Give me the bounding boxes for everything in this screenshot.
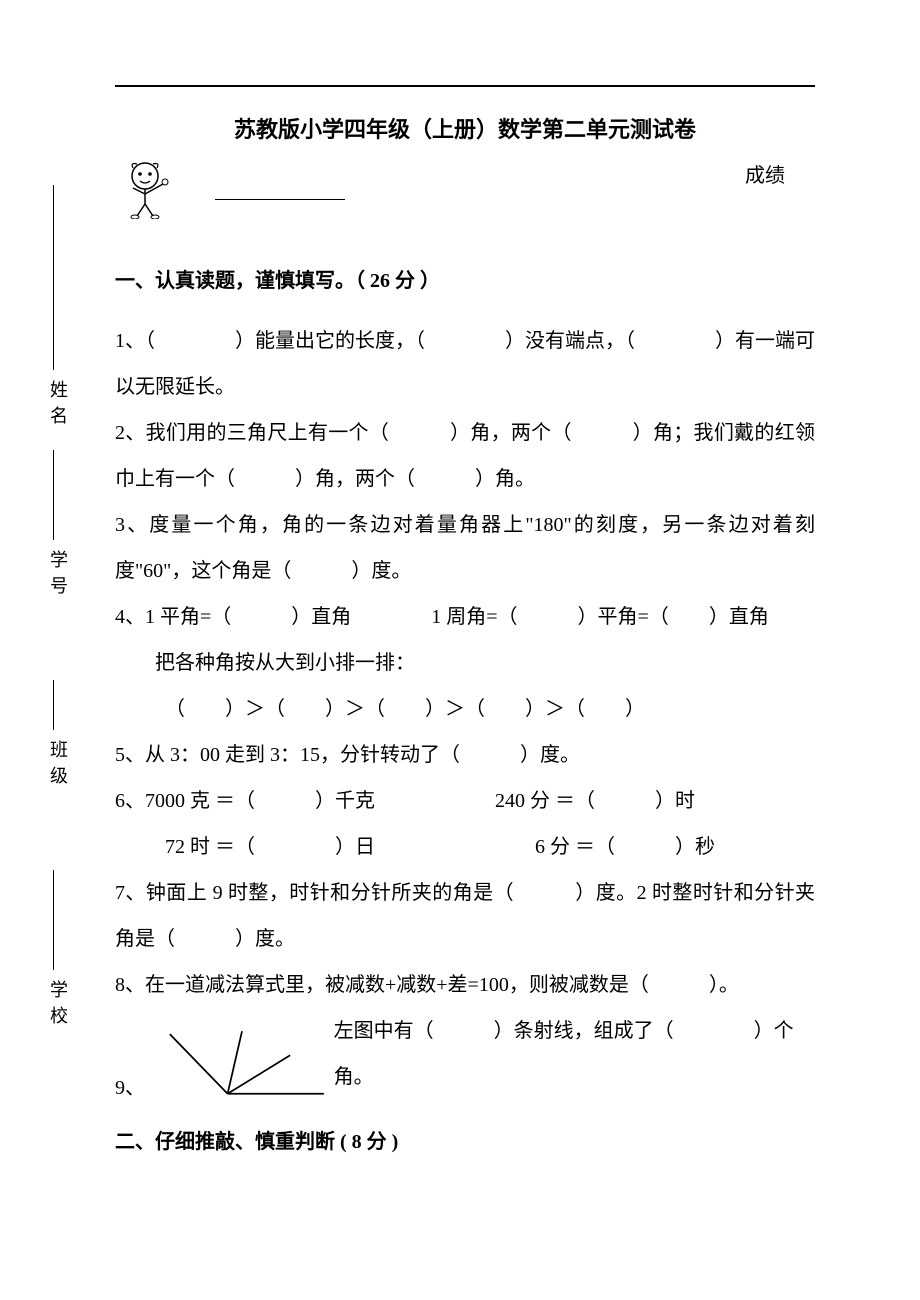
sidebar-line [53, 450, 54, 540]
page-title: 苏教版小学四年级（上册）数学第二单元测试卷 [115, 112, 815, 144]
q3: 3、度量一个角，角的一条边对着量角器上"180"的刻度，另一条边对着刻度"60"… [115, 502, 815, 594]
sidebar-labels: 姓名 学号 班级 学校 [45, 0, 85, 1100]
header-row: 成绩 [115, 154, 815, 234]
rays-icon [165, 1025, 329, 1100]
q5: 5、从 3：00 走到 3：15，分针转动了（ ）度。 [115, 732, 815, 778]
q4a: 4、1 平角=（ ）直角 1 周角=（ ）平角=（ ）直角 [115, 594, 815, 640]
q9-text: 左图中有（ ）条射线，组成了（ ）个角。 [334, 1008, 815, 1100]
sidebar-name-label: 姓名 [45, 380, 71, 432]
q7: 7、钟面上 9 时整，时针和分针所夹的角是（ ）度。2 时整时针和分针夹角是（ … [115, 870, 815, 962]
top-rule [115, 85, 815, 87]
q8: 8、在一道减法算式里，被减数+减数+差=100，则被减数是（ ）。 [115, 962, 815, 1008]
q9-row: 9、 左图中有（ ）条射线，组成了（ ）个角。 [115, 1008, 815, 1100]
section1-title: 一、认真读题，谨慎填写。（ 26 分 ） [115, 264, 815, 293]
sidebar-line [53, 870, 54, 970]
sidebar-class-label: 班级 [45, 740, 71, 792]
sidebar-school-label: 学校 [45, 980, 71, 1032]
content: 苏教版小学四年级（上册）数学第二单元测试卷 成绩 一、认真读题 [115, 85, 815, 1179]
section2-title: 二、仔细推敲、慎重判断 ( 8 分 ) [115, 1125, 815, 1154]
sidebar-id-label: 学号 [45, 550, 71, 602]
cartoon-icon [115, 154, 175, 219]
q6a: 6、7000 克 ＝（ ）千克 240 分 ＝（ ）时 [115, 778, 815, 824]
sidebar-line [53, 680, 54, 730]
q2: 2、我们用的三角尺上有一个（ ）角，两个（ ）角；我们戴的红领巾上有一个（ ）角… [115, 410, 815, 502]
score-label: 成绩 [745, 159, 785, 188]
sidebar-line [53, 185, 54, 370]
q1: 1、（ ）能量出它的长度，（ ）没有端点，（ ）有一端可以无限延长。 [115, 318, 815, 410]
q9-label: 9、 [115, 1071, 145, 1100]
score-underline [215, 199, 345, 200]
q4b: 把各种角按从大到小排一排： [115, 640, 815, 686]
q4c: （ ）＞（ ）＞（ ）＞（ ）＞（ ） [115, 686, 815, 732]
q6b: 72 时 ＝（ ）日 6 分 ＝（ ）秒 [115, 824, 815, 870]
